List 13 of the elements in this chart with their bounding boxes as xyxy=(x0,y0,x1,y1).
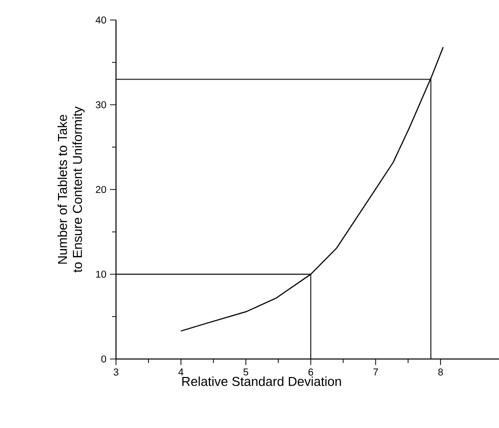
y-tick-label: 0 xyxy=(101,355,106,363)
x-tick-label: 5 xyxy=(243,368,248,376)
y-tick-label: 40 xyxy=(96,16,106,24)
x-tick-label: 3 xyxy=(114,368,118,376)
x-axis-title: Relative Standard Deviation xyxy=(182,376,341,386)
x-tick-label: 6 xyxy=(308,368,314,376)
y-tick-label: 30 xyxy=(96,101,106,108)
y-axis-title: Number of Tablets to Take to Ensure Content Uniformity xyxy=(58,106,85,272)
y-tick-label: 10 xyxy=(96,270,106,278)
x-tick-label: 4 xyxy=(178,368,184,376)
x-tick-label: 8 xyxy=(438,368,443,376)
y-tick-label: 20 xyxy=(96,186,106,194)
x-tick-label: 7 xyxy=(373,368,378,376)
